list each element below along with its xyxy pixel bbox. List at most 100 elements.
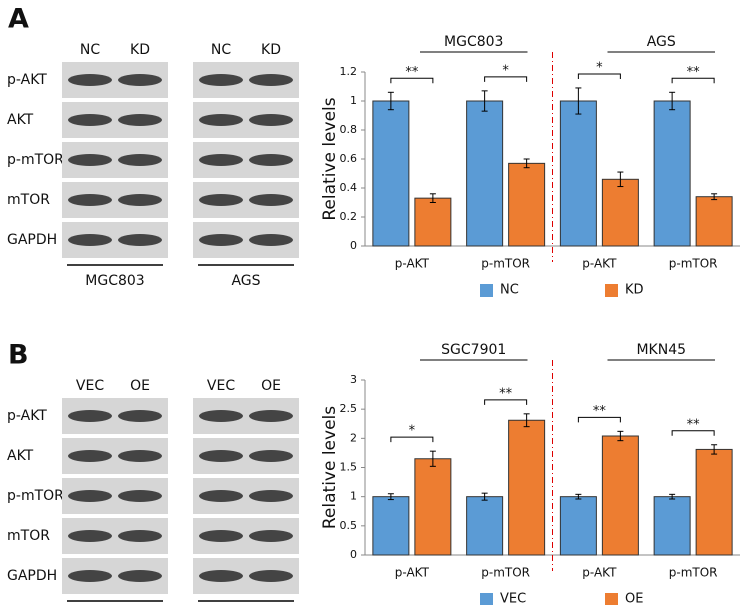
- bar: [466, 100, 504, 247]
- y-axis-label: Relative levels: [320, 97, 340, 220]
- group-label: MGC803: [444, 34, 503, 50]
- significance-label: **: [687, 65, 701, 80]
- y-tick-label: 0.2: [340, 210, 358, 223]
- y-tick-label: 0.8: [340, 123, 358, 136]
- y-tick-label: 0: [350, 548, 357, 561]
- lane-label: NC: [211, 42, 231, 58]
- blot-band: [249, 154, 293, 166]
- blot-band: [199, 410, 243, 422]
- protein-label: p-AKT: [7, 408, 47, 424]
- blot-band: [199, 530, 243, 542]
- bar: [559, 100, 597, 247]
- significance-bracket: [390, 77, 434, 84]
- lane-label: VEC: [207, 378, 235, 394]
- blot-band: [249, 194, 293, 206]
- protein-label: GAPDH: [7, 568, 57, 584]
- y-axis-label: Relative levels: [320, 406, 340, 529]
- bar: [414, 458, 452, 556]
- blot-band: [199, 450, 243, 462]
- bar: [559, 496, 597, 556]
- x-tick-label: p-AKT: [395, 257, 430, 271]
- blot-band: [118, 234, 162, 246]
- protein-label: AKT: [7, 112, 34, 128]
- blot-band: [118, 154, 162, 166]
- significance-label: **: [687, 417, 701, 432]
- bar: [508, 162, 546, 247]
- blot-band: [199, 570, 243, 582]
- blot-band: [118, 194, 162, 206]
- bar: [372, 496, 410, 556]
- significance-bracket: [671, 430, 715, 436]
- significance-bracket: [671, 77, 715, 84]
- x-tick-label: p-mTOR: [481, 257, 530, 271]
- blot-band: [249, 450, 293, 462]
- bar: [601, 178, 639, 247]
- x-tick-label: p-AKT: [582, 566, 617, 580]
- blot-band: [118, 570, 162, 582]
- protein-label: mTOR: [7, 528, 50, 544]
- blot-band: [118, 410, 162, 422]
- blot-band: [249, 234, 293, 246]
- legend-swatch: [480, 284, 493, 297]
- blot-band: [68, 530, 112, 542]
- y-tick-label: 1.2: [340, 65, 358, 78]
- blot-band: [118, 530, 162, 542]
- legend-swatch: [605, 284, 618, 297]
- blot-band: [68, 74, 112, 86]
- y-tick-label: 1: [350, 490, 357, 503]
- bar: [695, 196, 733, 247]
- legend-label: NC: [500, 283, 519, 298]
- cell-line-label: MGC803: [85, 273, 144, 289]
- bar: [653, 496, 691, 556]
- significance-label: **: [593, 404, 607, 419]
- lane-label: KD: [261, 42, 281, 58]
- bar: [601, 435, 639, 556]
- significance-bracket: [577, 73, 621, 79]
- blot-band: [199, 114, 243, 126]
- blot-band: [249, 570, 293, 582]
- blot-band: [249, 114, 293, 126]
- lane-label: VEC: [76, 378, 104, 394]
- blot-band: [199, 74, 243, 86]
- y-tick-label: 2.5: [340, 402, 358, 415]
- significance-label: *: [502, 63, 509, 78]
- blot-band: [68, 490, 112, 502]
- significance-bracket: [484, 76, 528, 82]
- y-tick-label: 0.6: [340, 152, 358, 165]
- protein-label: p-mTOR: [7, 152, 64, 168]
- y-tick-label: 3: [350, 373, 357, 386]
- bar: [414, 197, 452, 247]
- bar: [466, 496, 504, 556]
- blot-band: [68, 450, 112, 462]
- protein-label: AKT: [7, 448, 34, 464]
- bar: [695, 448, 733, 556]
- protein-label: p-mTOR: [7, 488, 64, 504]
- y-tick-label: 1.5: [340, 461, 358, 474]
- blot-band: [199, 194, 243, 206]
- lane-label: KD: [130, 42, 150, 58]
- cell-line-label: AGS: [231, 273, 260, 289]
- blot-band: [68, 154, 112, 166]
- panel-label: B: [8, 340, 29, 371]
- protein-label: p-AKT: [7, 72, 47, 88]
- x-tick-label: p-AKT: [582, 257, 617, 271]
- blot-band: [249, 74, 293, 86]
- y-tick-label: 0.4: [340, 181, 358, 194]
- blot-band: [68, 114, 112, 126]
- significance-bracket: [484, 399, 528, 405]
- significance-label: **: [405, 65, 419, 80]
- blot-band: [199, 154, 243, 166]
- blot-band: [249, 410, 293, 422]
- significance-label: *: [409, 424, 416, 439]
- x-tick-label: p-mTOR: [669, 257, 718, 271]
- blot-band: [118, 114, 162, 126]
- x-tick-label: p-AKT: [395, 566, 430, 580]
- protein-label: mTOR: [7, 192, 50, 208]
- group-label: AGS: [647, 34, 676, 50]
- x-tick-label: p-mTOR: [669, 566, 718, 580]
- lane-label: OE: [261, 378, 281, 394]
- blot-band: [199, 490, 243, 502]
- protein-label: GAPDH: [7, 232, 57, 248]
- blot-band: [68, 570, 112, 582]
- lane-label: OE: [130, 378, 150, 394]
